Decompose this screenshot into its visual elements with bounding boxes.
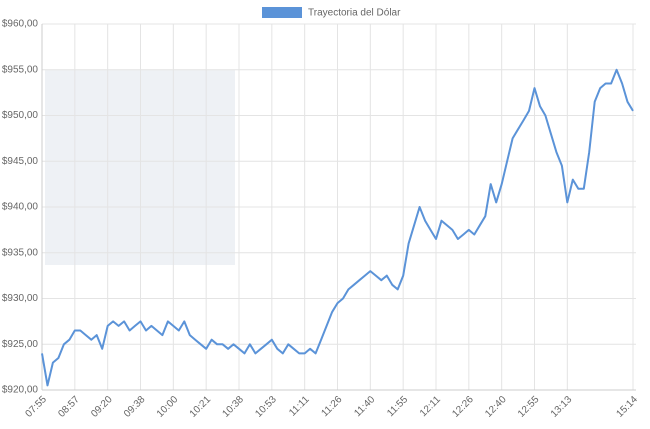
x-tick-label: 09:38 [122, 394, 148, 420]
x-tick-label: 12:40 [483, 394, 509, 420]
y-tick-label: $930,00 [2, 293, 39, 304]
x-tick-label: 07:55 [24, 394, 50, 420]
x-tick-label: 12:26 [450, 394, 476, 420]
x-tick-label: 13:13 [549, 394, 575, 420]
legend-swatch [262, 7, 302, 18]
x-tick-label: 09:20 [89, 394, 115, 420]
x-tick-label: 12:11 [418, 394, 443, 419]
y-tick-label: $950,00 [2, 110, 39, 121]
x-tick-label: 15:14 [615, 394, 641, 420]
x-tick-label: 08:57 [56, 394, 82, 420]
x-tick-label: 11:11 [287, 394, 312, 419]
x-tick-label: 11:40 [352, 394, 377, 419]
line-series [41, 68, 634, 387]
y-tick-label: $960,00 [2, 19, 39, 30]
y-tick-label: $925,00 [2, 339, 39, 350]
legend-label: Trayectoria del Dólar [308, 8, 401, 19]
y-tick-label: $920,00 [2, 385, 39, 396]
y-tick-label: $940,00 [2, 202, 39, 213]
x-tick-label: 10:21 [188, 394, 214, 420]
x-tick-label: 10:00 [155, 394, 181, 420]
x-tick-label: 10:53 [253, 394, 279, 420]
x-tick-label: 10:38 [221, 394, 247, 420]
y-tick-label: $955,00 [2, 64, 39, 75]
x-tick-label: 11:55 [385, 394, 410, 419]
y-tick-label: $935,00 [2, 247, 39, 258]
x-tick-label: 11:26 [320, 394, 345, 419]
y-tick-label: $945,00 [2, 156, 39, 167]
x-tick-label: 12:55 [516, 394, 542, 420]
